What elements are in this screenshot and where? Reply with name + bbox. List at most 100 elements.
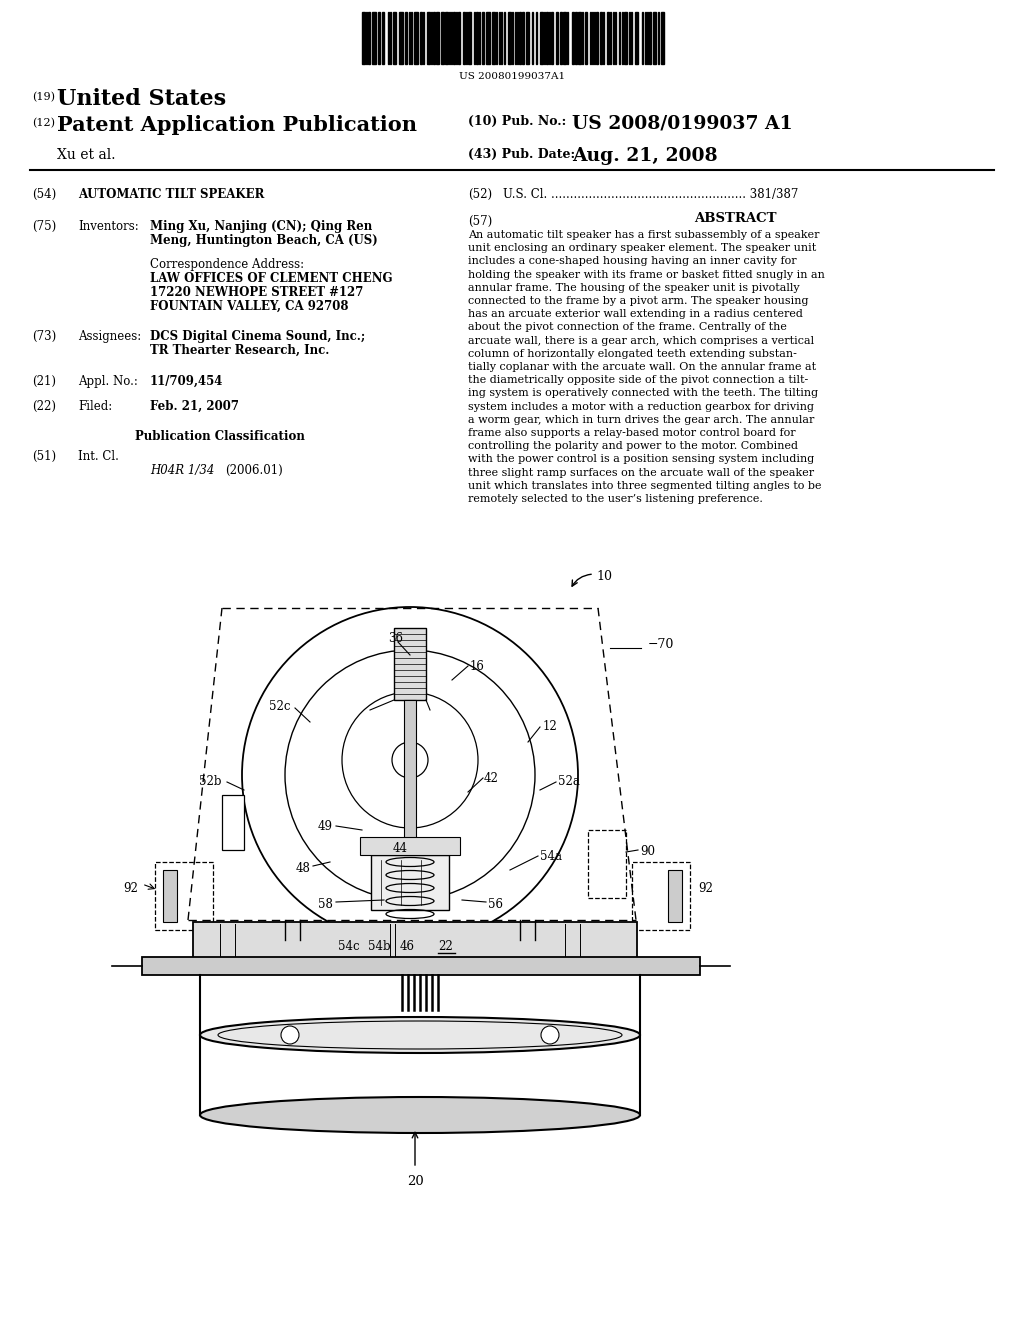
Text: 16: 16 [470, 660, 485, 673]
Text: 49: 49 [318, 820, 333, 833]
Circle shape [392, 742, 428, 777]
Text: 92: 92 [698, 882, 713, 895]
Bar [458, 12, 460, 63]
Text: Meng, Huntington Beach, CA (US): Meng, Huntington Beach, CA (US) [150, 234, 378, 247]
Bar [142, 957, 700, 975]
Bar [414, 12, 418, 63]
Text: 36: 36 [388, 632, 403, 645]
Bar [436, 12, 439, 63]
Text: includes a cone-shaped housing having an inner cavity for: includes a cone-shaped housing having an… [468, 256, 797, 267]
Text: −70: −70 [648, 638, 675, 651]
Text: 58: 58 [318, 898, 333, 911]
Ellipse shape [200, 1016, 640, 1053]
Text: system includes a motor with a reduction gearbox for driving: system includes a motor with a reduction… [468, 401, 814, 412]
Text: Feb. 21, 2007: Feb. 21, 2007 [150, 400, 239, 413]
Text: remotely selected to the user’s listening preference.: remotely selected to the user’s listenin… [468, 494, 763, 504]
Text: three slight ramp surfaces on the arcuate wall of the speaker: three slight ramp surfaces on the arcuat… [468, 467, 814, 478]
Bar [575, 12, 577, 63]
Text: has an arcuate exterior wall extending in a radius centered: has an arcuate exterior wall extending i… [468, 309, 803, 319]
Bar [662, 12, 664, 63]
Text: DCS Digital Cinema Sound, Inc.;: DCS Digital Cinema Sound, Inc.; [150, 330, 366, 343]
Bar [482, 12, 484, 63]
Bar [546, 12, 548, 63]
Text: 12: 12 [543, 719, 558, 733]
Text: Filed:: Filed: [78, 400, 113, 413]
Text: (10) Pub. No.:: (10) Pub. No.: [468, 115, 566, 128]
Bar [585, 12, 587, 63]
Ellipse shape [200, 1097, 640, 1133]
Bar [399, 12, 403, 63]
Circle shape [541, 1026, 559, 1044]
Text: (12): (12) [32, 117, 55, 128]
Text: annular frame. The housing of the speaker unit is pivotally: annular frame. The housing of the speake… [468, 282, 800, 293]
Bar [522, 12, 524, 63]
Text: 48: 48 [295, 862, 310, 875]
Text: 54c: 54c [338, 940, 360, 953]
Text: (52): (52) [468, 187, 493, 201]
Bar [508, 12, 511, 63]
Bar [404, 700, 416, 895]
Bar [563, 12, 566, 63]
Bar [163, 870, 177, 921]
Text: frame also supports a relay-based motor control board for: frame also supports a relay-based motor … [468, 428, 796, 438]
Text: (51): (51) [32, 450, 56, 463]
Text: (54): (54) [32, 187, 56, 201]
Text: a worm gear, which in turn drives the gear arch. The annular: a worm gear, which in turn drives the ge… [468, 414, 814, 425]
Bar [578, 12, 581, 63]
Text: Ming Xu, Nanjing (CN); Qing Ren: Ming Xu, Nanjing (CN); Qing Ren [150, 220, 373, 234]
Text: ing system is operatively connected with the teeth. The tilting: ing system is operatively connected with… [468, 388, 818, 399]
Text: H04R 1/34: H04R 1/34 [150, 465, 214, 477]
Text: with the power control is a position sensing system including: with the power control is a position sen… [468, 454, 814, 465]
Bar [596, 12, 598, 63]
Text: Assignees:: Assignees: [78, 330, 141, 343]
Text: Publication Classification: Publication Classification [135, 430, 305, 444]
Text: 90: 90 [640, 845, 655, 858]
Text: 52a: 52a [558, 775, 580, 788]
Bar [492, 12, 495, 63]
Text: (75): (75) [32, 220, 56, 234]
Bar [378, 12, 380, 63]
Text: tially coplanar with the arcuate wall. On the annular frame at: tially coplanar with the arcuate wall. O… [468, 362, 816, 372]
Text: Correspondence Address:: Correspondence Address: [150, 257, 304, 271]
Bar [393, 12, 396, 63]
Text: the diametrically opposite side of the pivot connection a tilt-: the diametrically opposite side of the p… [468, 375, 808, 385]
Text: (2006.01): (2006.01) [225, 465, 283, 477]
Text: 54a: 54a [540, 850, 562, 863]
Bar [600, 12, 602, 63]
Text: 46: 46 [400, 940, 415, 953]
Text: column of horizontally elongated teeth extending substan-: column of horizontally elongated teeth e… [468, 348, 797, 359]
Bar [420, 12, 422, 63]
Text: 54b: 54b [368, 940, 390, 953]
Bar [668, 870, 682, 921]
Bar [371, 855, 449, 909]
Text: US 20080199037A1: US 20080199037A1 [459, 73, 565, 81]
Bar [406, 12, 407, 63]
Text: 52c: 52c [268, 700, 290, 713]
Text: 20: 20 [407, 1175, 423, 1188]
Text: 10: 10 [596, 570, 612, 583]
Text: holding the speaker with its frame or basket fitted snugly in an: holding the speaker with its frame or ba… [468, 269, 825, 280]
Text: AUTOMATIC TILT SPEAKER: AUTOMATIC TILT SPEAKER [78, 187, 264, 201]
Text: connected to the frame by a pivot arm. The speaker housing: connected to the frame by a pivot arm. T… [468, 296, 809, 306]
Text: (19): (19) [32, 92, 55, 103]
Text: Patent Application Publication: Patent Application Publication [57, 115, 417, 135]
Bar [635, 12, 638, 63]
Bar [193, 921, 637, 958]
Bar [222, 795, 244, 850]
Bar [362, 12, 365, 63]
Text: 56: 56 [488, 898, 503, 911]
Text: Inventors:: Inventors: [78, 220, 138, 234]
Bar [556, 12, 558, 63]
Bar [155, 862, 213, 931]
Text: (43) Pub. Date:: (43) Pub. Date: [468, 148, 575, 161]
Text: Appl. No.:: Appl. No.: [78, 375, 138, 388]
Text: 11/709,454: 11/709,454 [150, 375, 223, 388]
Text: controlling the polarity and power to the motor. Combined: controlling the polarity and power to th… [468, 441, 798, 451]
Ellipse shape [218, 1020, 622, 1049]
Bar [380, 927, 440, 935]
Text: 44: 44 [392, 842, 408, 855]
Text: 42: 42 [484, 772, 499, 785]
Text: Int. Cl.: Int. Cl. [78, 450, 119, 463]
Text: (57): (57) [468, 215, 493, 228]
Text: Xu et al.: Xu et al. [57, 148, 116, 162]
